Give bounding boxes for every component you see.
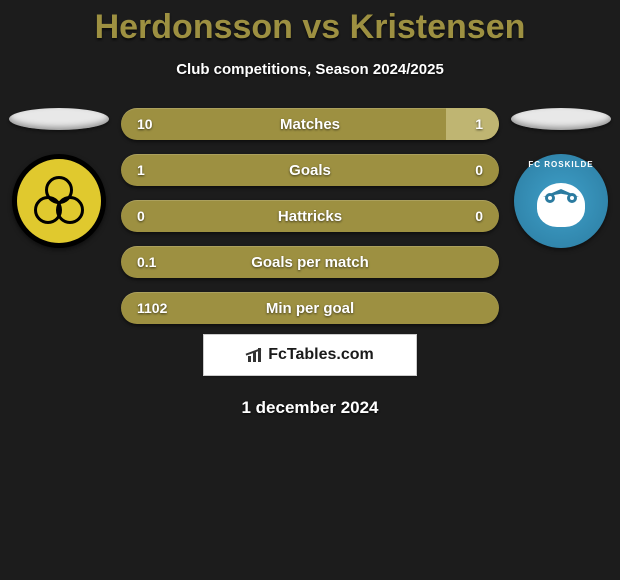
right-team-column: FC ROSKILDE [511, 108, 611, 248]
subtitle: Club competitions, Season 2024/2025 [0, 61, 620, 78]
roskilde-logo-text: FC ROSKILDE [514, 160, 608, 169]
roskilde-bird-icon [537, 183, 585, 227]
stat-right-value: 0 [475, 208, 483, 224]
team-logo-left [12, 154, 106, 248]
stat-label: Goals per match [121, 254, 499, 271]
stat-label: Matches [121, 116, 499, 133]
infographic-container: Herdonsson vs Kristensen Club competitio… [0, 0, 620, 418]
chart-icon [246, 348, 264, 362]
player-silhouette-left [9, 108, 109, 130]
stat-label: Hattricks [121, 208, 499, 225]
stat-right-value: 0 [475, 162, 483, 178]
brand-watermark: FcTables.com [203, 334, 417, 376]
page-title: Herdonsson vs Kristensen [0, 8, 620, 47]
main-row: 10 Matches 1 1 Goals 0 0 Hattricks 0 0.1… [0, 108, 620, 324]
date-text: 1 december 2024 [0, 398, 620, 418]
stat-right-value: 1 [475, 116, 483, 132]
stat-bar-goals: 1 Goals 0 [121, 154, 499, 186]
stat-bar-goals-per-match: 0.1 Goals per match [121, 246, 499, 278]
stat-label: Min per goal [121, 300, 499, 317]
horsens-rings-icon [34, 176, 84, 226]
team-logo-right: FC ROSKILDE [514, 154, 608, 248]
stat-bar-matches: 10 Matches 1 [121, 108, 499, 140]
left-team-column [9, 108, 109, 248]
stat-bar-hattricks: 0 Hattricks 0 [121, 200, 499, 232]
stats-column: 10 Matches 1 1 Goals 0 0 Hattricks 0 0.1… [121, 108, 499, 324]
brand-text: FcTables.com [268, 346, 374, 364]
stat-label: Goals [121, 162, 499, 179]
stat-bar-min-per-goal: 1102 Min per goal [121, 292, 499, 324]
player-silhouette-right [511, 108, 611, 130]
